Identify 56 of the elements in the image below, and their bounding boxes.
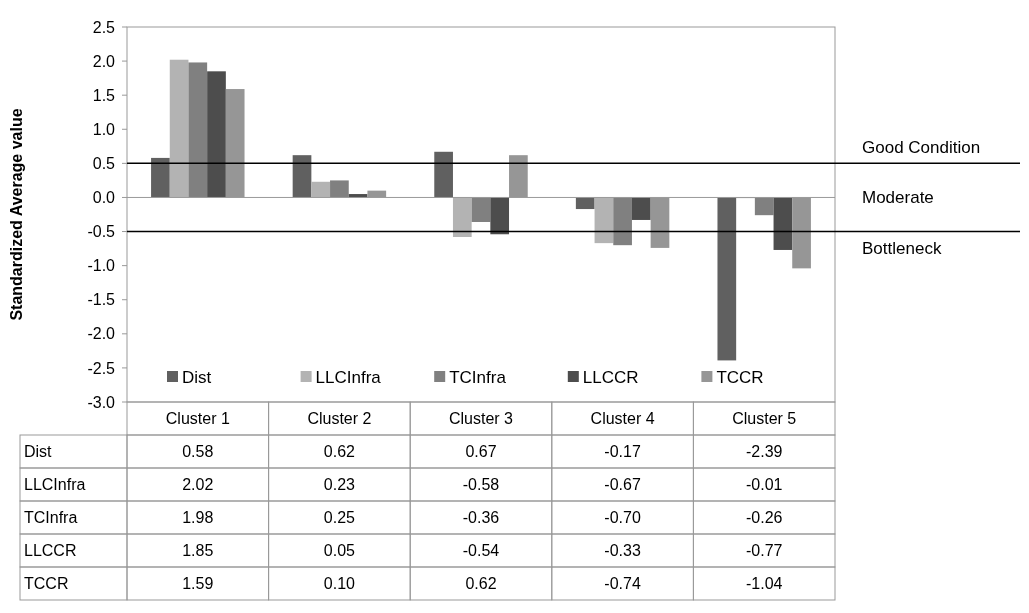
text: TCCR: [24, 575, 69, 593]
text: LLCInfra: [24, 476, 86, 494]
data-label: 0.05: [323, 542, 356, 560]
text: TCInfra: [24, 509, 78, 527]
data-label: -0.17: [604, 443, 641, 461]
y-tick-label: 2.0: [92, 52, 116, 70]
data-label: -1.04: [745, 575, 783, 593]
data-label: 0.62: [465, 575, 497, 593]
legend-label: TCInfra: [449, 367, 507, 387]
y-tick-label: 2.5: [92, 18, 116, 36]
data-label: -2.39: [745, 443, 783, 461]
data-label: -0.58: [462, 476, 500, 494]
data-label: -0.01: [745, 476, 783, 494]
legend-label: Dist: [182, 367, 212, 387]
data-label: -0.54: [462, 542, 500, 560]
y-tick-label: 1.0: [92, 120, 116, 138]
x-tick-label: Cluster 5: [732, 410, 797, 428]
y-tick-label: -2.0: [87, 325, 116, 343]
data-label: 0.67: [465, 443, 497, 461]
data-label: -0.77: [745, 542, 783, 560]
data-label: 1.59: [182, 575, 214, 593]
y-tick-label: -0.5: [87, 223, 116, 241]
data-label: -0.26: [745, 509, 783, 527]
y-tick-label: 0.5: [92, 154, 116, 172]
y-tick-label: 1.5: [92, 86, 116, 104]
y-tick-label: -3.0: [87, 393, 116, 411]
x-tick-label: Cluster 4: [590, 410, 655, 428]
text: Dist: [24, 443, 52, 461]
y-tick-label: -2.5: [87, 359, 116, 377]
ref-line-label: Good Condition: [862, 138, 981, 158]
data-label: 1.98: [182, 509, 214, 527]
data-label: 0.62: [323, 443, 356, 461]
data-label: -0.33: [604, 542, 641, 560]
data-label: 2.02: [182, 476, 214, 494]
x-tick-label: Cluster 2: [307, 410, 372, 428]
legend-label: LLCCR: [582, 367, 639, 387]
ref-line-label: Bottleneck: [862, 238, 942, 258]
y-tick-label: -1.0: [87, 257, 116, 275]
data-label: 1.85: [182, 542, 214, 560]
data-label: -0.36: [462, 509, 500, 527]
x-tick-label: Cluster 3: [448, 410, 514, 428]
legend-label: LLCInfra: [315, 367, 382, 387]
text: Moderate: [862, 188, 934, 208]
y-axis-title: Standardized Average value: [8, 108, 25, 321]
text: LLCCR: [24, 542, 77, 560]
data-label: -0.67: [604, 476, 641, 494]
data-label: 0.10: [323, 575, 356, 593]
data-label: -0.74: [604, 575, 641, 593]
y-tick-label: 0.0: [92, 189, 116, 207]
legend-label: TCCR: [716, 367, 764, 387]
data-label: 0.23: [323, 476, 356, 494]
x-tick-label: Cluster 1: [165, 410, 230, 428]
data-label: 0.58: [182, 443, 214, 461]
data-label: -0.70: [604, 509, 641, 527]
y-tick-label: -1.5: [87, 291, 116, 309]
data-label: 0.25: [323, 509, 356, 527]
